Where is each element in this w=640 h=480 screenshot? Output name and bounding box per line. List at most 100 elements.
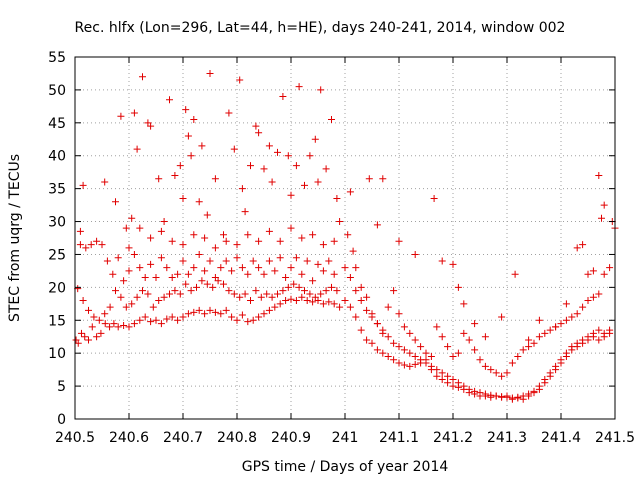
y-tick-label: 35 (48, 182, 66, 198)
data-point (198, 277, 206, 285)
data-point (282, 297, 290, 305)
data-point (573, 310, 581, 318)
data-point (287, 224, 295, 232)
data-point (292, 254, 300, 262)
data-point (498, 393, 506, 401)
data-point (133, 293, 141, 301)
data-point (535, 333, 543, 341)
data-point (120, 322, 128, 330)
data-point (390, 287, 398, 295)
data-point (336, 218, 344, 226)
data-point (498, 372, 506, 380)
data-point (79, 297, 87, 305)
data-point (255, 129, 263, 137)
data-point (430, 195, 438, 203)
data-point (303, 297, 311, 305)
data-point (271, 303, 279, 311)
data-point (438, 257, 446, 265)
data-point (314, 260, 322, 268)
y-tick-label: 15 (48, 313, 66, 329)
data-point (460, 385, 468, 393)
data-point (211, 175, 219, 183)
data-point (168, 313, 176, 321)
data-point (319, 300, 327, 308)
data-point (79, 181, 87, 189)
data-point (157, 320, 165, 328)
data-point (81, 333, 89, 341)
data-point (579, 339, 587, 347)
data-point (201, 310, 209, 318)
x-tick-label: 241.5 (595, 430, 635, 446)
data-point (379, 329, 387, 337)
data-point (90, 313, 98, 321)
data-point (157, 227, 165, 235)
data-point (411, 250, 419, 258)
data-point (541, 379, 549, 387)
data-point (271, 267, 279, 275)
data-point (357, 326, 365, 334)
data-point (341, 297, 349, 305)
data-point (438, 333, 446, 341)
x-tick-label: 240.5 (55, 430, 95, 446)
x-tick-label: 241.4 (541, 430, 581, 446)
data-point (514, 352, 522, 360)
data-point (141, 273, 149, 281)
data-point (379, 175, 387, 183)
data-point (247, 162, 254, 170)
data-point (139, 287, 146, 295)
data-point (244, 270, 252, 278)
chart-title: Rec. hlfx (Lon=296, Lat=44, h=HE), days … (75, 20, 566, 36)
data-point (236, 76, 244, 84)
data-point (128, 300, 136, 308)
data-point (600, 333, 608, 341)
data-point (76, 227, 84, 235)
data-point (352, 287, 360, 295)
data-point (344, 231, 352, 239)
data-point (530, 389, 538, 397)
data-point (201, 267, 209, 275)
data-point (328, 283, 335, 291)
data-point (287, 295, 295, 303)
data-point (128, 214, 136, 222)
data-point (433, 372, 441, 380)
data-point (201, 234, 209, 242)
data-point (317, 290, 325, 298)
data-point (460, 300, 468, 308)
data-point (179, 313, 187, 321)
axis-ticks (74, 56, 616, 420)
data-point (257, 293, 265, 301)
data-point (511, 270, 519, 278)
data-point (160, 293, 168, 301)
data-point (152, 273, 160, 281)
data-point (284, 152, 292, 160)
data-point (373, 320, 381, 328)
data-point (481, 333, 489, 341)
data-point (519, 395, 527, 403)
data-point (117, 112, 125, 120)
data-point (525, 343, 533, 351)
data-point (276, 300, 284, 308)
data-point (298, 234, 306, 242)
data-point (306, 290, 314, 298)
data-point (363, 306, 371, 314)
data-point (287, 264, 295, 272)
data-point (168, 273, 176, 281)
data-point (265, 306, 273, 314)
data-point (454, 283, 462, 291)
data-point (325, 257, 333, 265)
data-point (249, 316, 257, 324)
data-point (322, 165, 330, 173)
data-point (179, 195, 187, 203)
data-point (220, 280, 227, 288)
data-point (492, 369, 500, 377)
data-point (449, 376, 457, 384)
x-tick-label: 241.2 (433, 430, 473, 446)
data-point (476, 356, 484, 364)
data-point (492, 392, 500, 400)
data-point (319, 267, 327, 275)
data-point (168, 237, 176, 245)
data-point (298, 293, 306, 301)
data-point (454, 383, 462, 391)
data-point (260, 310, 268, 318)
